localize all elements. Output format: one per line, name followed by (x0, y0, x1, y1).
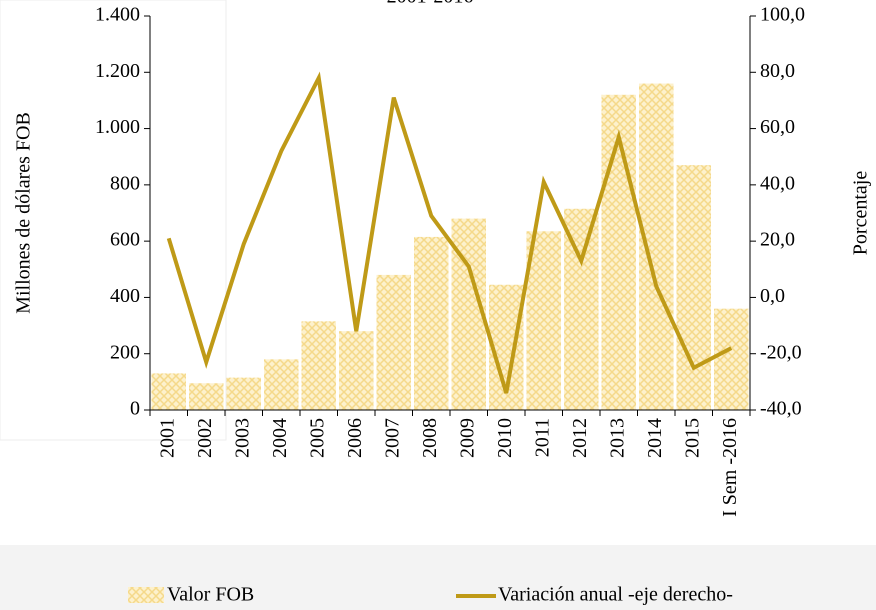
x-tick-label: 2008 (419, 418, 441, 458)
bar (564, 208, 599, 410)
bar (414, 236, 449, 410)
bar (639, 83, 674, 411)
bar (301, 321, 336, 410)
x-tick-label: 2009 (456, 418, 478, 458)
y-tick-label: 400 (110, 285, 140, 307)
bar (264, 359, 299, 410)
y-tick-label: 200 (110, 341, 140, 363)
y-axis-label: Millones de dólares FOB (13, 112, 35, 314)
x-tick-label: I Sem -2016 (719, 418, 741, 517)
y-tick-label: 1.000 (95, 116, 140, 138)
y2-tick-label: 80,0 (760, 60, 795, 82)
legend-label: Valor FOB (167, 584, 254, 606)
bar (339, 331, 374, 410)
bar (601, 94, 636, 411)
bar (676, 165, 711, 410)
y2-tick-label: 100,0 (760, 4, 805, 26)
x-tick-label: 2006 (344, 418, 366, 458)
y2-tick-label: 0,0 (760, 285, 785, 307)
y-tick-label: 600 (110, 229, 140, 251)
x-tick-label: 2001 (156, 418, 178, 458)
line-series (166, 71, 733, 394)
x-tick-label: 2010 (494, 418, 516, 458)
x-tick-label: 2003 (231, 418, 253, 458)
x-tick-label: 2012 (569, 418, 591, 458)
x-tick-label: 2015 (681, 418, 703, 458)
y2-tick-label: -40,0 (760, 398, 802, 420)
y2-axis-label: Porcentaje (850, 171, 872, 256)
y2-tick-label: 40,0 (760, 172, 795, 194)
bar (526, 231, 561, 410)
x-tick-label: 2011 (531, 418, 553, 457)
y2-tick-label: -20,0 (760, 341, 802, 363)
y2-tick-label: 20,0 (760, 229, 795, 251)
y-tick-label: 800 (110, 172, 140, 194)
frame (0, 0, 227, 441)
y2-tick-label: 60,0 (760, 116, 795, 138)
bar (226, 377, 261, 410)
bar (714, 308, 749, 410)
chart-title: 2001-2016 (387, 0, 474, 8)
y-tick-label: 0 (130, 398, 140, 420)
bar (376, 274, 411, 410)
legend-swatch (128, 587, 164, 603)
x-tick-label: 2004 (269, 418, 291, 458)
y-tick-label: 1.400 (95, 4, 140, 26)
y-tick-label: 1.200 (95, 60, 140, 82)
x-tick-label: 2014 (644, 418, 666, 458)
legend-label: Variación anual -eje derecho- (498, 584, 733, 606)
x-tick-label: 2013 (606, 418, 628, 458)
bar (151, 373, 186, 410)
x-tick-label: 2002 (194, 418, 216, 458)
x-tick-label: 2005 (306, 418, 328, 458)
x-tick-label: 2007 (381, 418, 403, 458)
bar (189, 383, 224, 410)
